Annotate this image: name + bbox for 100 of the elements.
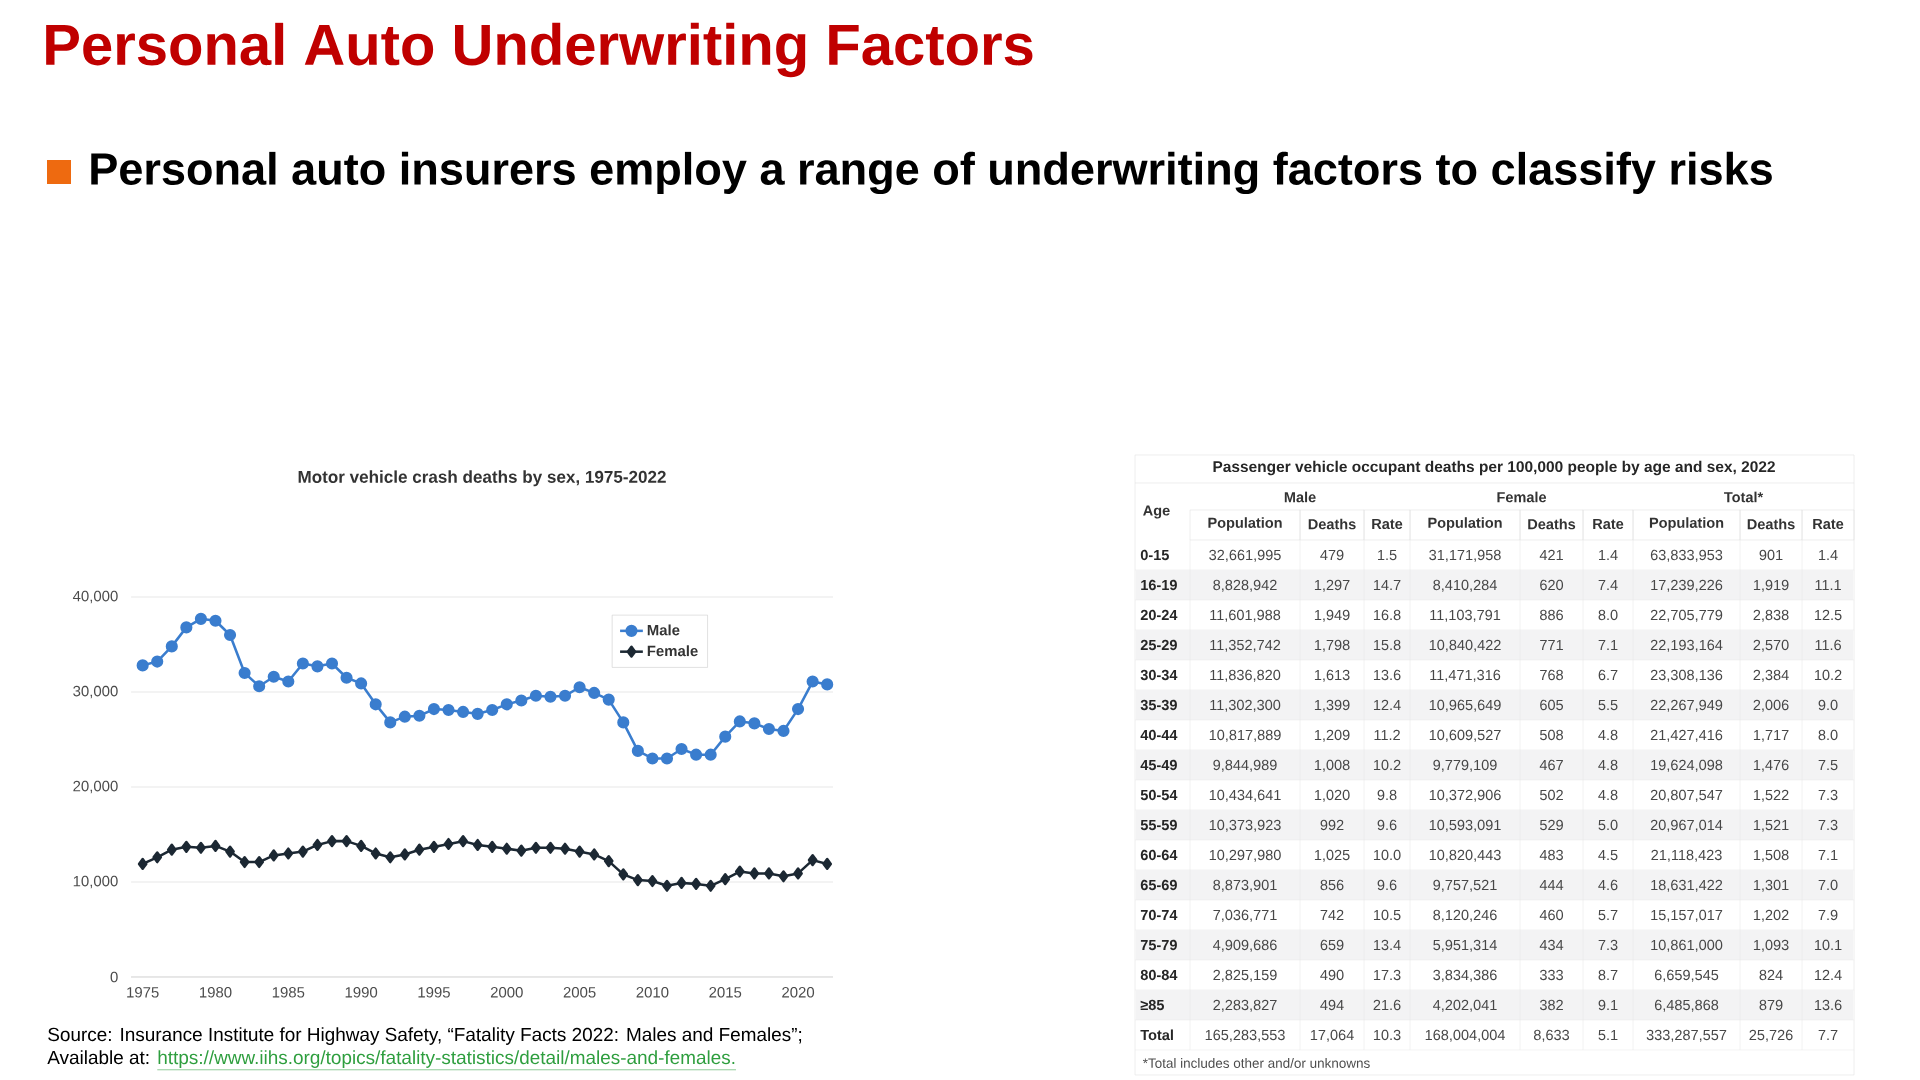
point <box>588 686 601 700</box>
text: 879 <box>1759 999 1783 1011</box>
text: 11.1 <box>1815 579 1841 590</box>
text: 22,193,164 <box>1650 639 1723 652</box>
point <box>369 698 382 711</box>
x-tick-label: 2000 <box>490 987 523 998</box>
x-tick-label: 2005 <box>563 987 596 998</box>
point <box>312 838 323 851</box>
text: 165,283,553 <box>1205 1029 1285 1042</box>
text: 4.8 <box>1598 729 1618 741</box>
point <box>472 838 483 851</box>
text: 11,352,742 <box>1210 639 1281 652</box>
category-label: 75-79 <box>1140 939 1177 951</box>
y-tick-label: 10,000 <box>73 875 118 889</box>
text: 856 <box>1320 879 1344 891</box>
category-label: 40-44 <box>1140 729 1178 741</box>
point <box>647 874 658 888</box>
text: 21,118,423 <box>1651 849 1722 862</box>
y-tick-label: 20,000 <box>73 780 118 794</box>
text: 7.3 <box>1598 939 1618 951</box>
text: 992 <box>1320 819 1344 831</box>
point <box>325 657 339 670</box>
point <box>311 660 324 673</box>
text: 18,631,422 <box>1651 879 1723 892</box>
text: 771 <box>1540 639 1563 650</box>
text: 22,705,779 <box>1650 609 1723 622</box>
point <box>385 851 396 864</box>
point <box>196 841 206 854</box>
text: *Total includes other and/or unknowns <box>1142 1058 1370 1068</box>
legend-label: Female <box>647 645 698 657</box>
point <box>603 855 614 868</box>
text: 483 <box>1539 849 1563 861</box>
point <box>398 710 411 723</box>
point <box>574 845 585 858</box>
text: 7.4 <box>1598 579 1618 590</box>
text: 1,949 <box>1314 609 1350 622</box>
point <box>283 847 294 860</box>
text: 10,840,422 <box>1429 639 1501 652</box>
text: 10,297,980 <box>1209 849 1281 862</box>
x-tick-label: 1985 <box>272 987 305 998</box>
point <box>137 857 148 870</box>
text: 4,909,686 <box>1213 939 1277 952</box>
text: 1,301 <box>1753 879 1789 892</box>
text: 460 <box>1539 909 1564 921</box>
point <box>618 868 629 881</box>
point <box>356 839 366 852</box>
text: 22,267,949 <box>1650 699 1723 712</box>
text: 7.5 <box>1818 759 1838 771</box>
text: 4.8 <box>1598 789 1618 801</box>
point <box>487 840 498 853</box>
text: 19,624,098 <box>1651 759 1723 772</box>
text: 1,613 <box>1314 669 1350 682</box>
text: https://www.iihs.org/topics/fatality-statistics/detail/males-and-females. <box>158 1050 735 1068</box>
text: 10.2 <box>1373 759 1401 771</box>
text: 10.0 <box>1373 849 1401 861</box>
text: 2,006 <box>1753 699 1789 712</box>
point <box>414 843 425 856</box>
text: Age <box>1143 505 1170 519</box>
point <box>166 843 177 856</box>
point <box>296 657 309 670</box>
point <box>690 748 703 761</box>
text: 333,287,557 <box>1646 1029 1727 1042</box>
point <box>458 835 468 848</box>
point <box>762 722 775 736</box>
point <box>691 877 701 890</box>
text: 11,302,300 <box>1210 699 1281 712</box>
category-label: Deaths <box>1528 518 1576 530</box>
text: 10.2 <box>1814 669 1842 681</box>
x-tick-label: 2010 <box>636 987 669 998</box>
point <box>676 876 687 890</box>
text: 63,833,953 <box>1650 549 1723 562</box>
text: 1,025 <box>1314 849 1350 862</box>
text: 9,779,109 <box>1433 759 1497 772</box>
chart-title: Motor vehicle crash deaths by sex, 1975-2022 <box>298 470 666 487</box>
text: 1,522 <box>1753 789 1789 802</box>
point <box>239 855 250 869</box>
category-label: Total <box>1140 1029 1173 1041</box>
text: 17.3 <box>1373 969 1401 981</box>
text: 12.4 <box>1373 699 1401 710</box>
text: 1,209 <box>1314 729 1350 742</box>
category-label: Population <box>1208 517 1282 531</box>
point <box>442 703 455 717</box>
category-label: Deaths <box>1747 518 1795 530</box>
point <box>238 666 251 680</box>
text: 14.7 <box>1373 579 1401 590</box>
x-tick-label: 2015 <box>709 987 742 998</box>
point <box>560 842 570 855</box>
point <box>429 840 439 853</box>
text: 6,659,545 <box>1654 969 1719 982</box>
text: 1,093 <box>1753 939 1789 952</box>
point <box>602 693 615 706</box>
point <box>151 655 164 668</box>
point <box>298 845 308 858</box>
text: 421 <box>1539 549 1563 560</box>
point <box>516 844 527 857</box>
text: 9.6 <box>1377 879 1397 891</box>
text: 20,807,547 <box>1650 789 1723 802</box>
text: 886 <box>1540 609 1563 621</box>
text: 768 <box>1540 669 1563 681</box>
point <box>660 752 674 765</box>
